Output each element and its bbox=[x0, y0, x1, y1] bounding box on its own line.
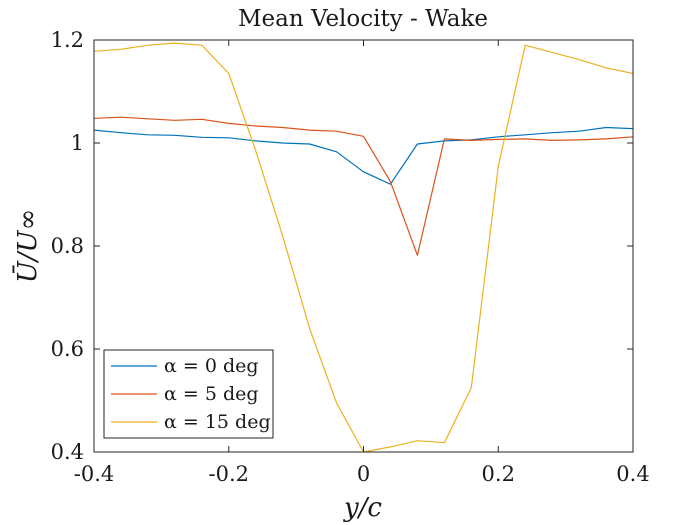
y-tick-label: 1.2 bbox=[51, 28, 84, 52]
x-tick-label: -0.4 bbox=[74, 462, 115, 486]
y-tick-label: 0.8 bbox=[51, 234, 84, 258]
chart-title: Mean Velocity - Wake bbox=[238, 6, 488, 32]
series-line-alpha-5 bbox=[93, 116, 634, 256]
x-tick-label: 0 bbox=[357, 462, 370, 486]
y-tick-label: 1 bbox=[71, 131, 84, 155]
y-tick-label: 0.6 bbox=[51, 337, 84, 361]
tick-layer: -0.4 -0.2 0 0.2 0.4 0.4 0.6 0.8 1 1.2 bbox=[51, 28, 650, 486]
x-tick-label: 0.4 bbox=[616, 462, 649, 486]
y-axis-label: Ū/U∞ bbox=[12, 209, 43, 283]
y-tick-label: 0.4 bbox=[51, 440, 84, 464]
x-tick-label: -0.2 bbox=[209, 462, 250, 486]
legend-label-alpha-15: α = 15 deg bbox=[164, 411, 271, 433]
legend-label-alpha-5: α = 5 deg bbox=[164, 383, 259, 405]
plot-frame bbox=[93, 39, 634, 453]
x-axis-label: y/c bbox=[343, 493, 382, 523]
legend: α = 0 deg α = 5 deg α = 15 deg bbox=[103, 349, 274, 439]
series-line-alpha-0 bbox=[93, 126, 634, 185]
x-tick-label: 0.2 bbox=[482, 462, 515, 486]
legend-label-alpha-0: α = 0 deg bbox=[164, 355, 259, 377]
